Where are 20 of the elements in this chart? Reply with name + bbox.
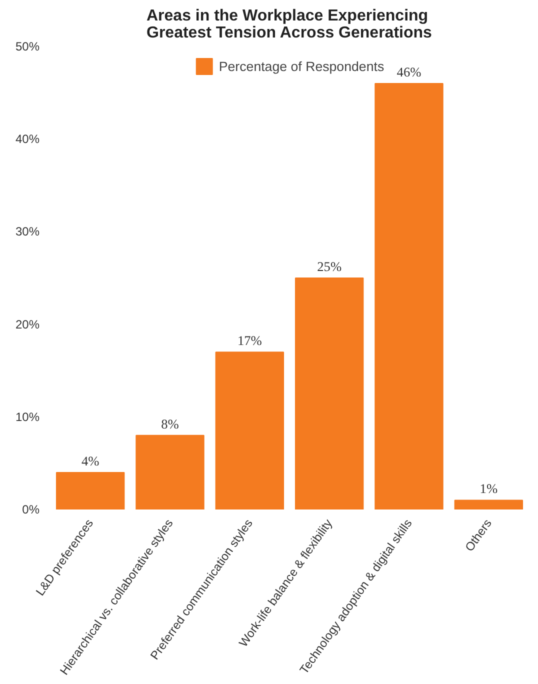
data-label: 1% bbox=[480, 481, 498, 496]
y-tick-label: 10% bbox=[15, 410, 40, 424]
y-tick-label: 50% bbox=[15, 40, 40, 54]
y-tick-label: 40% bbox=[15, 132, 40, 146]
bar bbox=[56, 472, 125, 510]
y-tick-label: 0% bbox=[22, 502, 40, 516]
data-label: 4% bbox=[81, 453, 100, 468]
y-tick-label: 30% bbox=[15, 224, 40, 239]
data-label: 8% bbox=[161, 416, 179, 432]
data-label: 46% bbox=[396, 64, 422, 80]
bar bbox=[215, 352, 284, 510]
y-tick-label: 20% bbox=[15, 317, 40, 332]
legend-label: Percentage of Respondents bbox=[218, 58, 384, 74]
bar bbox=[136, 434, 204, 510]
data-label: 17% bbox=[237, 333, 262, 348]
bar bbox=[454, 500, 524, 510]
data-label: 25% bbox=[317, 259, 342, 274]
chart-title: Areas in the Workplace Experiencing Greatest Tension Across Generations bbox=[146, 8, 432, 42]
bar bbox=[374, 83, 444, 510]
bar bbox=[294, 278, 364, 510]
